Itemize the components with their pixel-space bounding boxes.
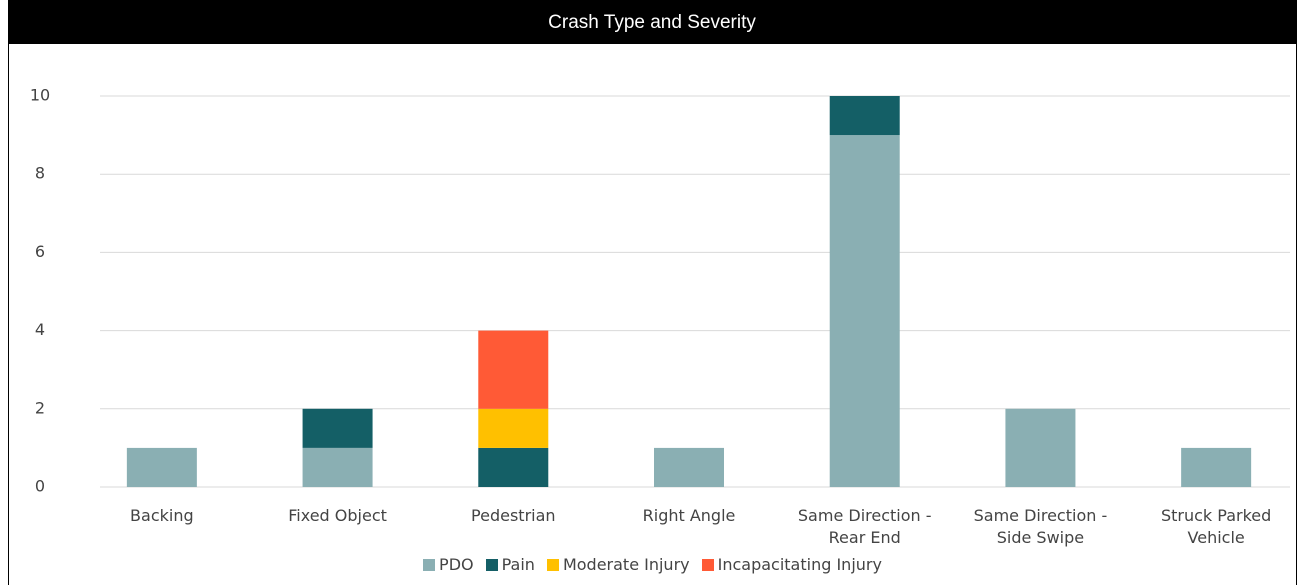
legend-item: Moderate Injury [546, 555, 690, 574]
bar-segment [829, 135, 900, 487]
x-tick-label: Same Direction - Side Swipe [973, 506, 1108, 547]
legend-swatch [546, 559, 559, 571]
legend-swatch [701, 559, 714, 571]
x-tick-label: Struck Parked Vehicle [1160, 506, 1272, 547]
bar-segment [478, 447, 549, 487]
bar-segment [478, 408, 549, 448]
legend-item: PDO [423, 555, 474, 574]
y-tick-label: 8 [35, 164, 45, 183]
legend-item: Pain [485, 555, 535, 574]
bar-segment [654, 447, 724, 487]
legend-label: Pain [501, 555, 535, 574]
legend-label: Incapacitating Injury [717, 555, 882, 574]
bar-segment [829, 96, 900, 136]
title-bar [8, 0, 1297, 44]
y-tick-label: 0 [35, 477, 45, 496]
legend: PDO Pain Moderate Injury Incapacitating Inj… [0, 555, 1305, 574]
y-tick-label: 10 [30, 86, 50, 105]
bar-segment [1005, 408, 1076, 487]
legend-swatch [423, 559, 436, 571]
y-tick-label: 2 [35, 398, 45, 417]
y-tick-label: 4 [35, 320, 45, 339]
chart-title: Crash Type and Severity [548, 12, 756, 33]
x-tick-label: Same Direction - Rear End [797, 506, 932, 547]
bar-segment [126, 447, 197, 487]
x-tick-label: Fixed Object [288, 506, 387, 525]
legend-label: PDO [439, 555, 474, 574]
legend-label: Moderate Injury [562, 555, 690, 574]
bar-segment [478, 330, 549, 409]
bar-segment [302, 447, 373, 487]
x-tick-label: Backing [130, 506, 194, 525]
legend-swatch [485, 559, 498, 571]
x-tick-label: Right Angle [642, 506, 736, 525]
bar-segment [302, 408, 373, 448]
legend-item: Incapacitating Injury [701, 555, 882, 574]
y-tick-label: 6 [35, 242, 45, 261]
x-tick-label: Pedestrian [471, 506, 556, 525]
bar-segment [1181, 447, 1252, 487]
